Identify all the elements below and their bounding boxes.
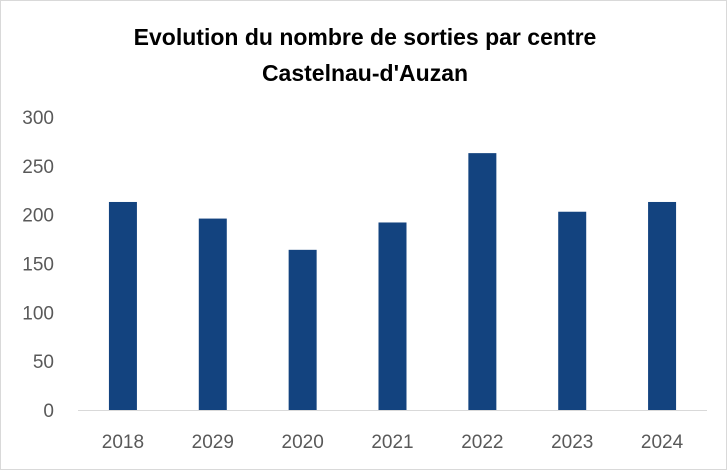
y-axis: 0 50 100 150 200 250 300 <box>22 108 54 422</box>
y-tick-label: 300 <box>22 108 54 129</box>
bar-2020 <box>288 249 317 410</box>
y-tick-label: 150 <box>22 255 54 276</box>
bar-2024 <box>648 201 677 410</box>
y-tick-label: 50 <box>33 352 54 373</box>
bar-2023 <box>558 211 587 410</box>
x-tick-label: 2022 <box>461 432 503 453</box>
bar-2022 <box>468 153 497 411</box>
bar-2018 <box>108 201 137 410</box>
y-tick-label: 0 <box>43 401 54 422</box>
y-tick-label: 100 <box>22 303 54 324</box>
y-tick-label: 200 <box>22 206 54 227</box>
x-tick-label: 2024 <box>641 432 684 453</box>
x-tick-label: 2021 <box>371 432 413 453</box>
x-axis: 2018 2029 2020 2021 2022 2023 2024 <box>102 432 684 453</box>
x-tick-label: 2029 <box>192 432 234 453</box>
bars <box>108 153 677 411</box>
bar-2029 <box>198 218 227 410</box>
bar-2021 <box>378 222 407 410</box>
x-tick-label: 2023 <box>551 432 593 453</box>
x-tick-label: 2018 <box>102 432 144 453</box>
y-tick-label: 250 <box>22 157 54 178</box>
chart-subtitle: Castelnau-d'Auzan <box>262 60 468 86</box>
x-tick-label: 2020 <box>282 432 324 453</box>
chart-title: Evolution du nombre de sorties par centr… <box>134 24 597 50</box>
